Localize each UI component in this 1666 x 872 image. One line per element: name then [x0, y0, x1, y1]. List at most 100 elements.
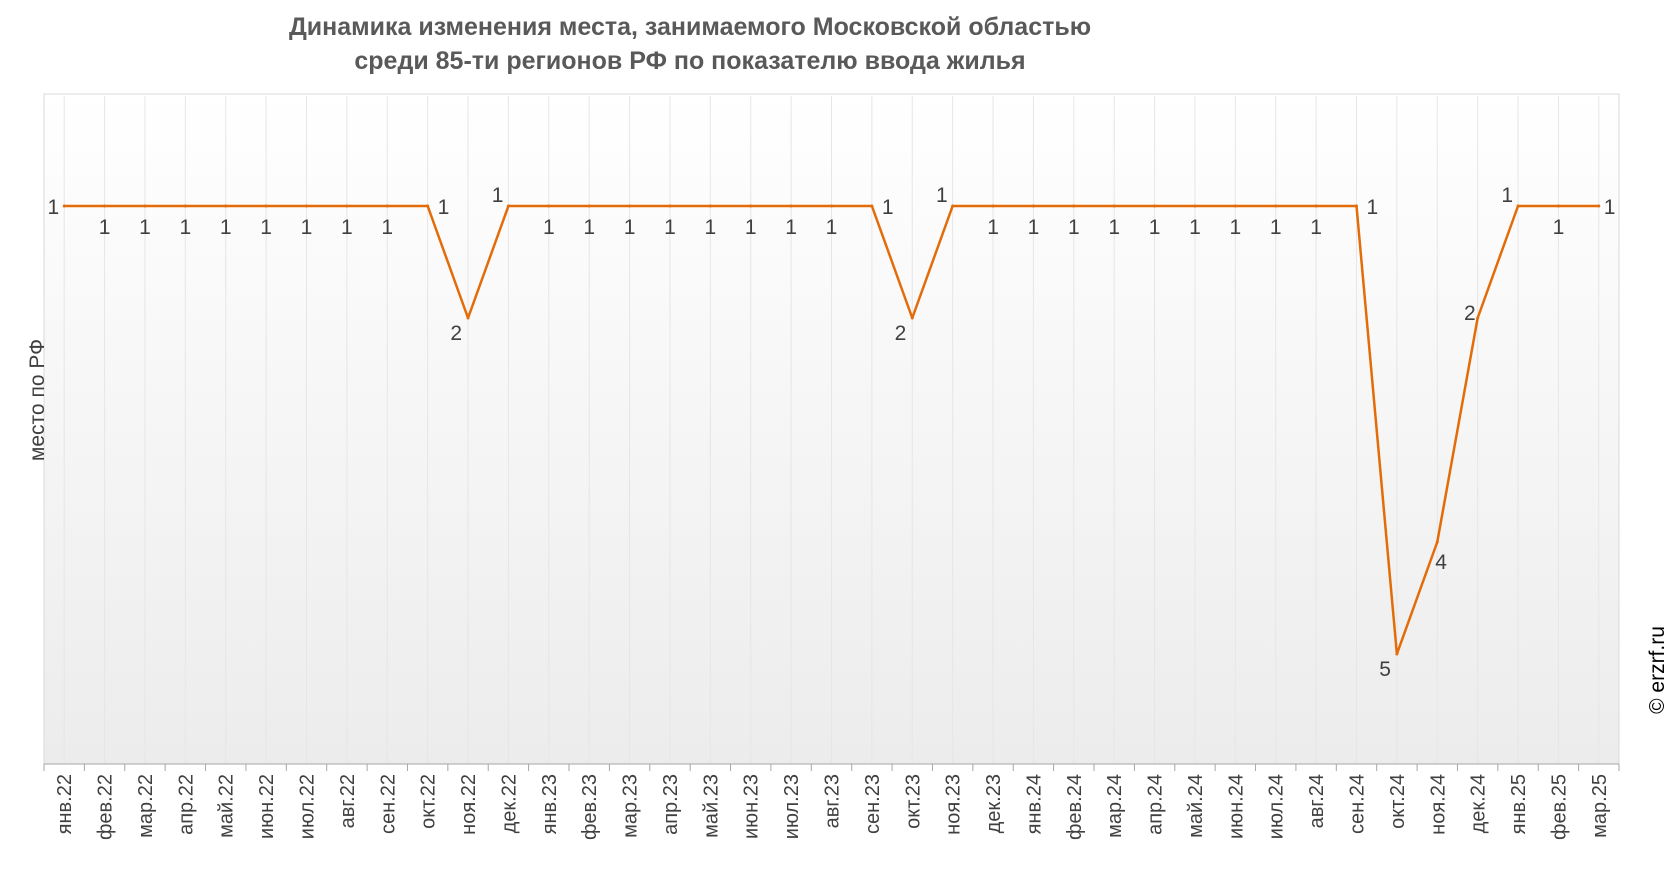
x-tick-label: апр.22 — [175, 774, 197, 835]
x-tick-label: ноя.22 — [458, 774, 480, 835]
data-point — [749, 204, 753, 208]
data-point — [345, 204, 349, 208]
data-point — [951, 204, 955, 208]
x-tick-label: авг.24 — [1306, 774, 1328, 828]
data-point — [1031, 204, 1035, 208]
data-label: 2 — [1464, 302, 1476, 325]
x-tick-label: сен.23 — [862, 774, 884, 834]
data-point — [668, 204, 672, 208]
x-tick-label: авг.22 — [337, 774, 359, 828]
data-point — [1193, 204, 1197, 208]
data-label: 1 — [664, 216, 676, 239]
x-tick-label: янв.23 — [539, 774, 561, 834]
x-tick-label: фев.24 — [1064, 774, 1086, 840]
x-tick-label: июл.23 — [781, 774, 803, 839]
data-point — [789, 204, 793, 208]
data-point — [991, 204, 995, 208]
data-point — [708, 204, 712, 208]
x-tick-label: май.24 — [1185, 774, 1207, 838]
data-label: 1 — [180, 216, 192, 239]
data-point — [1556, 204, 1560, 208]
x-tick-label: сен.24 — [1347, 774, 1369, 834]
data-label: 1 — [1270, 216, 1282, 239]
x-tick-label: авг.23 — [822, 774, 844, 828]
x-tick-label: апр.23 — [660, 774, 682, 835]
x-tick-label: мар.24 — [1104, 774, 1126, 838]
x-tick-label: дек.24 — [1468, 774, 1490, 833]
data-label: 1 — [1367, 196, 1379, 219]
data-point — [62, 204, 66, 208]
data-point — [1153, 204, 1157, 208]
data-point — [1314, 204, 1318, 208]
data-label: 1 — [99, 216, 111, 239]
data-label: 1 — [882, 196, 894, 219]
data-point — [103, 204, 107, 208]
data-point — [628, 204, 632, 208]
data-label: 1 — [260, 216, 272, 239]
x-tick-label: янв.22 — [54, 774, 76, 834]
data-label: 1 — [139, 216, 151, 239]
x-tick-label: май.22 — [216, 774, 238, 838]
data-label: 1 — [785, 216, 797, 239]
x-tick-label: июл.22 — [297, 774, 319, 839]
data-label: 1 — [1310, 216, 1322, 239]
data-point — [385, 204, 389, 208]
data-label: 1 — [583, 216, 595, 239]
x-tick-label: янв.24 — [1023, 774, 1045, 834]
data-label: 1 — [826, 216, 838, 239]
data-point — [587, 204, 591, 208]
x-tick-label: апр.24 — [1145, 774, 1167, 835]
data-point — [547, 204, 551, 208]
watermark: © erzrf.ru — [1646, 626, 1666, 714]
data-label: 1 — [1501, 184, 1513, 207]
data-point — [466, 316, 470, 320]
data-point — [1355, 204, 1358, 208]
data-point — [1072, 204, 1076, 208]
data-point — [305, 204, 308, 208]
data-label: 5 — [1379, 658, 1391, 681]
data-point — [910, 316, 914, 320]
x-tick-label: янв.25 — [1508, 774, 1530, 834]
x-tick-label: фев.23 — [579, 774, 601, 840]
data-label: 1 — [492, 184, 504, 207]
data-point — [1435, 540, 1439, 544]
x-tick-label: дек.23 — [983, 774, 1005, 833]
data-point — [1597, 204, 1601, 208]
data-label: 1 — [1068, 216, 1080, 239]
x-tick-label: сен.22 — [377, 774, 399, 834]
data-label: 1 — [48, 196, 60, 219]
x-tick-label: окт.23 — [902, 774, 924, 829]
x-tick-label: ноя.24 — [1427, 774, 1449, 835]
data-label: 1 — [301, 216, 313, 239]
data-point — [1112, 204, 1116, 208]
x-tick-label: фев.22 — [95, 774, 117, 840]
x-tick-label: окт.22 — [418, 774, 440, 829]
x-tick-label: фев.25 — [1548, 774, 1570, 840]
data-point — [830, 204, 833, 208]
x-tick-label: мар.23 — [620, 774, 642, 838]
chart-title-line-1: Динамика изменения места, занимаемого Мо… — [288, 13, 1092, 41]
x-tick-label: июн.24 — [1225, 774, 1247, 839]
data-label: 1 — [543, 216, 555, 239]
x-tick-label: ноя.23 — [943, 774, 965, 835]
data-label: 4 — [1435, 551, 1447, 574]
data-label: 1 — [220, 216, 232, 239]
x-tick-label: май.23 — [700, 774, 722, 838]
data-label: 1 — [1108, 216, 1120, 239]
data-label: 1 — [705, 216, 717, 239]
x-tick-label: мар.22 — [135, 774, 157, 838]
x-tick-label: мар.25 — [1589, 774, 1611, 838]
y-axis-label: место по РФ — [26, 338, 49, 462]
data-label: 1 — [381, 216, 393, 239]
data-label: 1 — [341, 216, 353, 239]
data-label: 1 — [745, 216, 757, 239]
x-tick-label: июн.23 — [741, 774, 763, 839]
data-point — [183, 204, 187, 208]
data-label: 1 — [936, 184, 948, 207]
data-point — [1395, 652, 1399, 656]
data-label: 1 — [987, 216, 999, 239]
data-label: 1 — [1028, 216, 1040, 239]
data-label: 1 — [1230, 216, 1242, 239]
data-point — [1274, 204, 1278, 208]
